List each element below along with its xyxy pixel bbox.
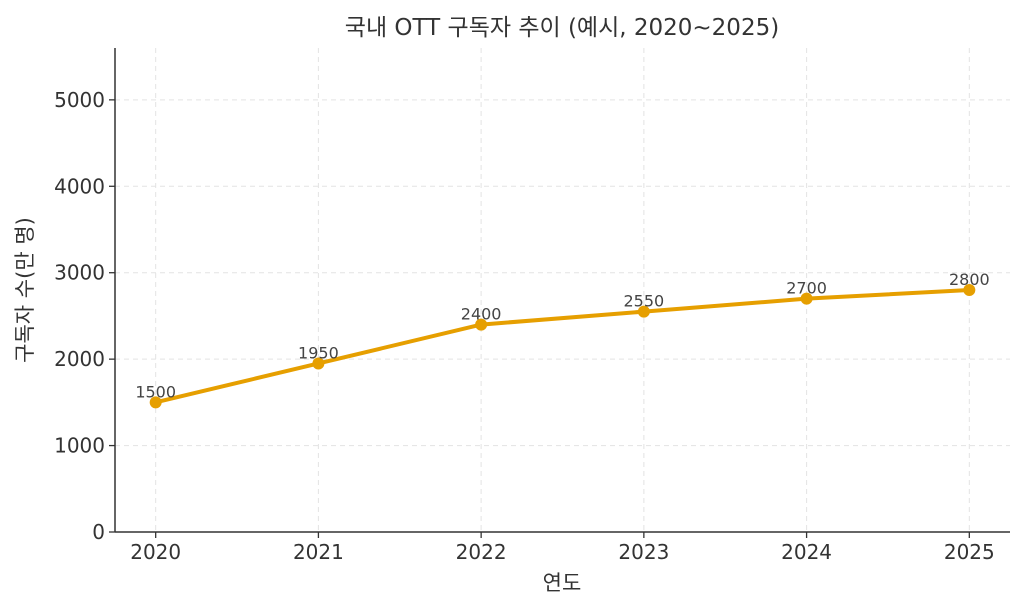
x-tick-label: 2024 bbox=[781, 540, 832, 564]
x-tick-label: 2023 bbox=[618, 540, 669, 564]
data-point bbox=[637, 305, 650, 318]
y-tick-label: 3000 bbox=[54, 261, 105, 285]
x-tick-label: 2020 bbox=[130, 540, 181, 564]
data-point bbox=[800, 292, 813, 305]
y-tick-label: 4000 bbox=[54, 174, 105, 198]
data-label: 1500 bbox=[135, 382, 176, 401]
x-tick-label: 2021 bbox=[293, 540, 344, 564]
x-axis-label: 연도 bbox=[543, 571, 582, 595]
grid bbox=[115, 48, 1010, 532]
data-label: 2700 bbox=[786, 279, 827, 298]
data-point bbox=[149, 396, 162, 409]
x-tick-label: 2022 bbox=[456, 540, 507, 564]
series: 1500 1950 2400 2550 2700 2800 bbox=[135, 270, 990, 409]
data-point bbox=[312, 357, 325, 370]
y-axis-label: 구독자 수(만 명) bbox=[13, 217, 37, 363]
y-tick-label: 0 bbox=[92, 520, 105, 544]
data-label: 2400 bbox=[461, 305, 502, 324]
data-label: 2800 bbox=[949, 270, 990, 289]
x-tick-label: 2025 bbox=[944, 540, 995, 564]
data-point bbox=[475, 318, 488, 331]
series-line bbox=[155, 288, 970, 405]
y-tick-label: 1000 bbox=[54, 434, 105, 458]
data-label: 1950 bbox=[298, 343, 339, 362]
axes: 2020 2021 2022 2023 2024 2025 0 1000 2000 3000 400… bbox=[54, 48, 1010, 564]
data-label: 2550 bbox=[624, 292, 665, 311]
data-point bbox=[963, 284, 976, 296]
y-tick-label: 2000 bbox=[54, 347, 105, 371]
chart-title: 국내 OTT 구독자 추이 (예시, 2020~2025) bbox=[345, 15, 779, 41]
y-tick-label: 5000 bbox=[54, 88, 105, 112]
